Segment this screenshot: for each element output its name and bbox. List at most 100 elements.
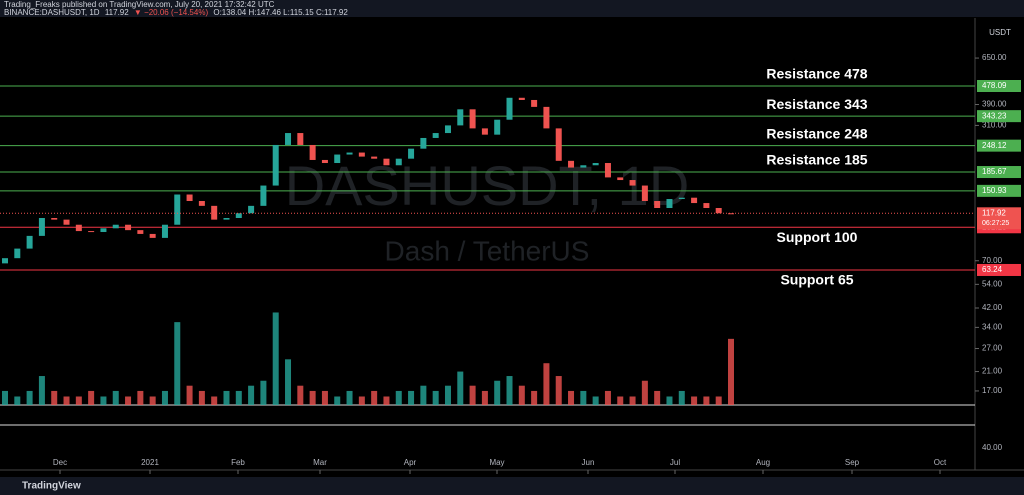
candle	[297, 133, 304, 145]
candle	[408, 148, 415, 159]
time-label: Apr	[404, 458, 417, 467]
candle	[100, 228, 107, 233]
current-price-label: 117.92	[982, 208, 1006, 217]
volume-bar	[629, 396, 636, 405]
price-tick-label: 70.00	[982, 256, 1003, 265]
volume-bar	[691, 396, 698, 405]
volume-bar	[395, 390, 402, 405]
last-price: 117.92	[105, 8, 129, 17]
candle	[248, 205, 255, 214]
volume-bar	[186, 385, 193, 405]
candle	[678, 197, 685, 200]
candle	[186, 194, 193, 202]
ohlc: O:138.04 H:147.46 L:115.15 C:117.92	[213, 8, 348, 17]
countdown: 06:27:25	[982, 220, 1009, 227]
candle	[149, 233, 156, 238]
level-price-label: 63.24	[982, 265, 1003, 274]
volume-bar	[285, 359, 292, 405]
author-line: Trading_Freaks published on TradingView.…	[4, 0, 275, 9]
candle	[174, 194, 181, 225]
volume-bar	[272, 312, 279, 405]
candle	[506, 97, 513, 120]
volume-tick-label: 17.00	[982, 386, 1003, 395]
volume-bar	[654, 390, 661, 405]
level-price-box	[977, 139, 1021, 152]
volume-bar	[506, 376, 513, 405]
candle	[371, 156, 378, 159]
time-label: Oct	[934, 458, 947, 467]
candle	[444, 125, 451, 134]
candle	[346, 152, 353, 155]
volume-bar	[617, 396, 624, 405]
candle	[272, 144, 279, 186]
volume-bar	[641, 380, 648, 405]
level-price-label: 478.09	[982, 81, 1007, 90]
volume-bar	[112, 390, 119, 405]
candle	[592, 163, 599, 166]
level-price-box	[977, 110, 1021, 123]
time-label: May	[489, 458, 504, 467]
volume-bar	[383, 396, 390, 405]
candle	[2, 258, 8, 264]
time-label: Jul	[670, 458, 680, 467]
volume-tick-label: 42.00	[982, 303, 1003, 312]
candle	[211, 205, 218, 220]
candle	[728, 213, 734, 215]
candle	[543, 106, 550, 129]
volume-bar	[358, 396, 365, 405]
level-name: Resistance 185	[766, 152, 867, 168]
candle	[75, 224, 82, 232]
candle	[63, 219, 70, 225]
footer-bar	[0, 477, 1024, 495]
volume-bar	[543, 363, 550, 405]
volume-bar	[88, 390, 95, 405]
candle	[703, 203, 710, 209]
volume-bar	[666, 396, 673, 405]
volume-bar	[703, 396, 710, 405]
volume-bar	[211, 396, 218, 405]
candle	[38, 217, 45, 236]
candle	[580, 165, 587, 168]
candle	[654, 201, 661, 209]
volume-bar	[248, 385, 255, 405]
candle	[666, 199, 673, 209]
candle	[715, 208, 722, 214]
level-price-box	[977, 263, 1021, 276]
volume-bar	[408, 390, 415, 405]
candle	[420, 137, 427, 149]
volume-bar	[444, 385, 451, 405]
volume-bar	[432, 390, 439, 405]
candle	[223, 217, 230, 220]
volume-bar	[728, 338, 734, 405]
time-label: Sep	[845, 458, 860, 467]
candle	[383, 158, 390, 166]
candle	[358, 152, 365, 157]
volume-bar	[174, 322, 181, 405]
volume-bar	[481, 390, 488, 405]
volume-bar	[75, 396, 82, 405]
volume-bar	[125, 396, 132, 405]
candle	[568, 160, 575, 168]
candle	[604, 163, 611, 178]
candle	[112, 224, 119, 229]
volume-bar	[100, 396, 107, 405]
candle	[641, 185, 648, 202]
volume-bar	[2, 390, 8, 405]
level-name: Support 65	[780, 272, 853, 288]
time-label: Dec	[53, 458, 67, 467]
volume-bar	[149, 396, 156, 405]
volume-bar	[592, 396, 599, 405]
time-label: Jun	[582, 458, 595, 467]
candle	[198, 201, 205, 206]
price-tick-label: 310.00	[982, 121, 1007, 130]
symbol-line: BINANCE:DASHUSDT, 1D 117.92 ▼ −20.06 (−1…	[4, 8, 348, 17]
volume-tick-label: 27.00	[982, 344, 1003, 353]
volume-bar	[260, 380, 267, 405]
candle	[481, 128, 488, 135]
level-name: Resistance 248	[766, 125, 867, 141]
volume-bar	[580, 390, 587, 405]
price-tick-label: 390.00	[982, 100, 1007, 109]
time-label: Mar	[313, 458, 327, 467]
